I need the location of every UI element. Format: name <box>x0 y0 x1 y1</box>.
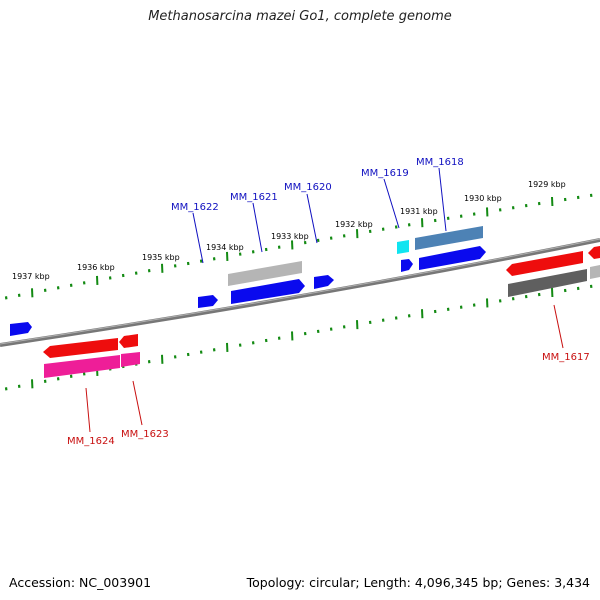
scale-label-1935: 1935 kbp <box>142 253 180 262</box>
gene-label-mm-1617[interactable]: MM_1617 <box>542 352 590 363</box>
gene-arrow-forward[interactable] <box>10 322 32 336</box>
scale-label-1933: 1933 kbp <box>271 232 309 241</box>
gene-mm-1624-arrow[interactable] <box>43 338 118 358</box>
callout-line-mm-1618 <box>439 168 446 231</box>
gene-mm-1624-pink-bar[interactable] <box>44 355 120 378</box>
callout-line-mm-1623 <box>133 381 142 425</box>
gene-arrow-reverse-edge[interactable] <box>588 246 600 259</box>
gene-gray-bar-edge[interactable] <box>590 265 600 279</box>
gene-label-mm-1620[interactable]: MM_1620 <box>284 182 332 193</box>
gene-label-mm-1624[interactable]: MM_1624 <box>67 436 115 447</box>
callout-line-mm-1617 <box>554 305 563 348</box>
gene-mm-1618-arrow[interactable] <box>419 246 486 270</box>
gene-label-mm-1619[interactable]: MM_1619 <box>361 168 409 179</box>
scale-label-1932: 1932 kbp <box>335 220 373 229</box>
gene-mm-1618-steel-bar[interactable] <box>415 226 483 250</box>
forward-strand-genes <box>10 226 486 336</box>
callout-line-mm-1624 <box>86 388 90 432</box>
gene-label-mm-1622[interactable]: MM_1622 <box>171 202 219 213</box>
callout-line-mm-1622 <box>193 213 203 263</box>
reverse-strand-genes <box>43 246 600 378</box>
gene-mm-1619-arrow[interactable] <box>401 259 413 272</box>
callout-line-mm-1621 <box>253 203 262 252</box>
accession-text: Accession: NC_003901 <box>9 575 151 590</box>
gene-mm-1620-arrow[interactable] <box>314 275 334 289</box>
scale-label-1937: 1937 kbp <box>12 272 50 281</box>
topology-text: Topology: circular; Length: 4,096,345 bp… <box>247 575 590 590</box>
gene-mm-1623-arrow[interactable] <box>119 334 138 348</box>
reverse-scale-ticks <box>6 285 591 390</box>
gene-label-mm-1621[interactable]: MM_1621 <box>230 192 278 203</box>
genome-map: 1937 kbp 1936 kbp 1935 kbp 1934 kbp 1933… <box>0 0 600 600</box>
scale-label-1936: 1936 kbp <box>77 263 115 272</box>
scale-label-1931: 1931 kbp <box>400 207 438 216</box>
callout-line-mm-1619 <box>384 179 399 228</box>
gene-mm-1622-arrow[interactable] <box>198 295 218 308</box>
gene-label-mm-1623[interactable]: MM_1623 <box>121 429 169 440</box>
gene-label-mm-1618[interactable]: MM_1618 <box>416 157 464 168</box>
scale-label-1934: 1934 kbp <box>206 243 244 252</box>
gene-mm-1619-cyan-bar[interactable] <box>397 240 409 254</box>
scale-label-1930: 1930 kbp <box>464 194 502 203</box>
scale-label-1929: 1929 kbp <box>528 180 566 189</box>
